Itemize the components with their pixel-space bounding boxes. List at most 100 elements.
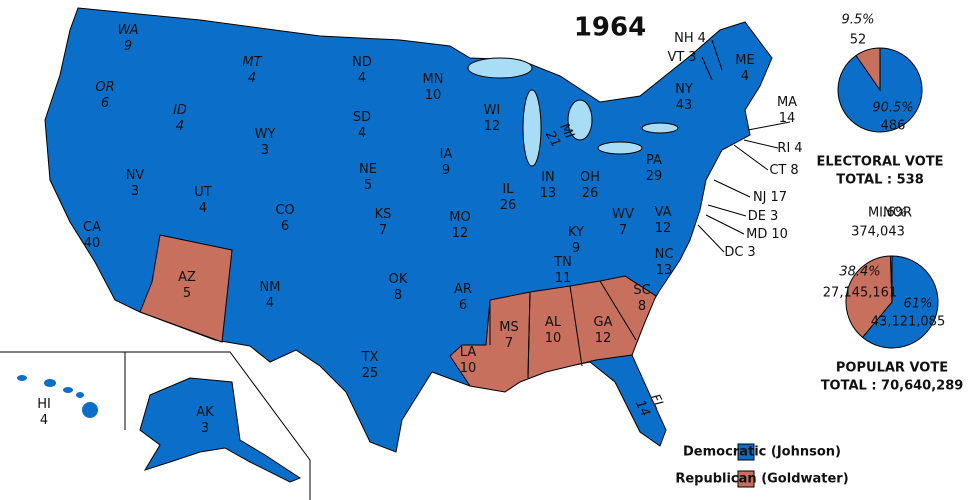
electoral-votes: 12 bbox=[655, 221, 672, 236]
electoral-votes: 4 bbox=[40, 413, 48, 428]
state-abbr: MI bbox=[557, 121, 578, 142]
electoral-votes: 3 bbox=[131, 184, 139, 199]
state-label: MD 10 bbox=[746, 227, 788, 242]
electoral-votes: 9 bbox=[572, 241, 580, 256]
slice-percent: 38.4% bbox=[839, 265, 880, 280]
electoral-votes: 6 bbox=[281, 219, 289, 234]
state-abbr: FL bbox=[647, 392, 667, 412]
state-label: MS 7 bbox=[499, 320, 518, 351]
state-abbr: NH bbox=[674, 31, 694, 46]
electoral-votes: 3 bbox=[747, 245, 755, 260]
state-label: FL14 bbox=[632, 391, 667, 419]
state-label: IL 26 bbox=[500, 182, 517, 213]
state-label: NM 4 bbox=[260, 280, 281, 311]
state-abbr: NY bbox=[675, 82, 693, 97]
electoral-votes: 4 bbox=[176, 119, 184, 134]
state-abbr: CO bbox=[275, 203, 294, 218]
state-label: KS 7 bbox=[375, 207, 392, 238]
state-label: PA 29 bbox=[646, 153, 663, 184]
state-abbr: PA bbox=[646, 153, 662, 168]
state-abbr: ID bbox=[173, 103, 187, 118]
inset-border bbox=[0, 351, 126, 430]
state-label: MT 4 bbox=[242, 55, 262, 86]
electoral-votes: 21 bbox=[542, 128, 563, 150]
state-label: VA 12 bbox=[655, 205, 672, 236]
state-label: IN 13 bbox=[540, 170, 557, 201]
state-label: LA 10 bbox=[460, 345, 477, 376]
slice-votes: 52 bbox=[850, 33, 867, 48]
electoral-votes: 9 bbox=[124, 39, 132, 54]
slice-percent: 90.5% bbox=[872, 101, 913, 116]
pie-total: TOTAL : 70,640,289 bbox=[821, 379, 964, 394]
republican-state bbox=[139, 234, 233, 343]
state-abbr: WY bbox=[255, 127, 276, 142]
state-abbr: RI bbox=[777, 141, 790, 156]
electoral-votes: 7 bbox=[505, 336, 513, 351]
state-label: WY 3 bbox=[255, 127, 276, 158]
state-abbr: AL bbox=[545, 315, 562, 330]
electoral-votes: 14 bbox=[779, 111, 796, 126]
state-label: AZ 5 bbox=[178, 270, 196, 301]
state-label: MN 10 bbox=[423, 72, 444, 103]
electoral-votes: 10 bbox=[545, 331, 562, 346]
state-abbr: SC bbox=[633, 283, 650, 298]
state-label: NC 13 bbox=[655, 247, 674, 278]
state-label: CA 40 bbox=[83, 220, 101, 251]
state-abbr: UT bbox=[194, 185, 212, 200]
electoral-votes: 7 bbox=[619, 223, 627, 238]
state-label: OH 26 bbox=[580, 170, 600, 201]
electoral-votes: 13 bbox=[656, 263, 673, 278]
state-label: AK 3 bbox=[196, 405, 214, 436]
state-label: AR 6 bbox=[454, 282, 472, 313]
state-label: NJ 17 bbox=[753, 190, 787, 205]
state-label: IA 9 bbox=[440, 147, 453, 178]
pie-slice bbox=[855, 47, 881, 92]
state-abbr: TX bbox=[361, 350, 379, 365]
state-abbr: ND bbox=[352, 55, 372, 70]
leader-line bbox=[701, 56, 713, 81]
state-label: VT 3 bbox=[667, 50, 696, 65]
map-title: 1964 bbox=[574, 13, 646, 43]
legend-swatch bbox=[737, 443, 755, 461]
state-label: TX 25 bbox=[361, 350, 379, 381]
state-label: ND 4 bbox=[352, 55, 372, 86]
state-abbr: ME bbox=[735, 53, 754, 68]
state-abbr: DE bbox=[748, 209, 766, 224]
state-abbr: MN bbox=[423, 72, 444, 87]
electoral-votes: 17 bbox=[771, 190, 788, 205]
state-label: KY 9 bbox=[568, 225, 584, 256]
state-abbr: IL bbox=[502, 182, 514, 197]
state-abbr: TN bbox=[553, 255, 572, 270]
state-label: NY 43 bbox=[675, 82, 693, 113]
state-abbr: MS bbox=[499, 320, 518, 335]
state-abbr: HI bbox=[37, 397, 51, 412]
state-label: OR 6 bbox=[95, 80, 114, 111]
state-abbr: GA bbox=[594, 315, 613, 330]
pie-slice bbox=[845, 255, 893, 339]
leader-line bbox=[733, 144, 769, 171]
state-label: MA 14 bbox=[777, 95, 797, 126]
pie-charts: 90.5% 486 9.5% 52 ELECTORAL VOTE TOTAL : 538 6… bbox=[816, 13, 963, 394]
republican-states bbox=[449, 275, 657, 393]
slice-percent: .6% bbox=[883, 206, 908, 221]
state-abbr: AR bbox=[454, 282, 472, 297]
state-border bbox=[569, 285, 583, 367]
pie-slice bbox=[861, 255, 939, 349]
state-abbr: CT bbox=[769, 163, 786, 178]
lake bbox=[467, 57, 533, 79]
legend-label: Republican (Goldwater) bbox=[675, 472, 848, 487]
electoral-votes: 8 bbox=[638, 299, 646, 314]
hawaii bbox=[17, 375, 98, 418]
state-label: ID 4 bbox=[173, 103, 187, 134]
state-label: CT 8 bbox=[769, 163, 798, 178]
map-land bbox=[0, 7, 773, 500]
electoral-votes: 10 bbox=[425, 88, 442, 103]
electoral-votes: 12 bbox=[452, 226, 469, 241]
slice-votes: 27,145,161 bbox=[823, 286, 897, 301]
state-abbr: WI bbox=[484, 103, 501, 118]
state-abbr: SD bbox=[353, 110, 371, 125]
electoral-votes: 29 bbox=[646, 169, 663, 184]
state-abbr: AZ bbox=[178, 270, 196, 285]
electoral-votes: 8 bbox=[790, 163, 798, 178]
